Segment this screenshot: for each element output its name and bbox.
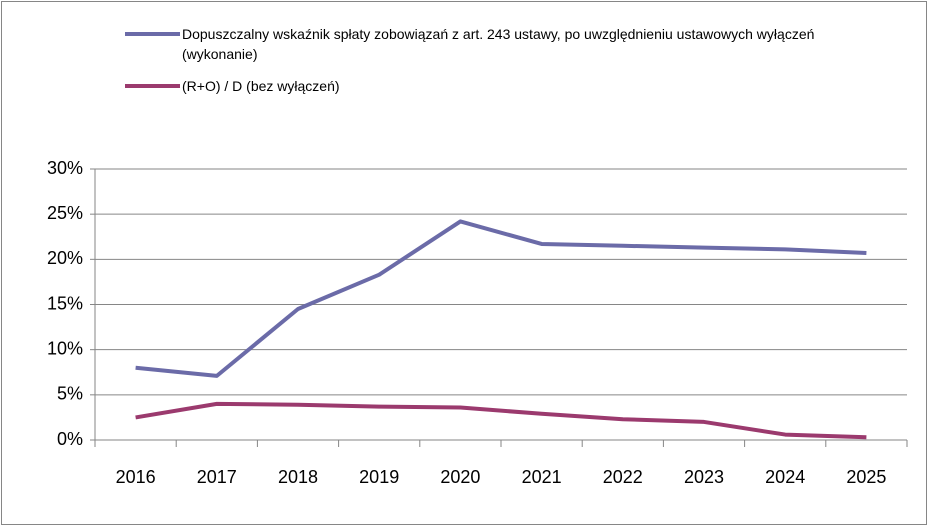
y-tick-label: 15% (47, 293, 83, 313)
x-tick-label: 2021 (522, 467, 562, 487)
x-tick-label: 2018 (278, 467, 318, 487)
y-tick-label: 20% (47, 248, 83, 268)
x-tick-label: 2025 (846, 467, 886, 487)
y-tick-label: 0% (57, 429, 83, 449)
x-tick-label: 2020 (440, 467, 480, 487)
x-tick-label: 2019 (359, 467, 399, 487)
y-tick-label: 10% (47, 338, 83, 358)
series-line (135, 219, 867, 378)
legend-label: (R+O) / D (bez wyłączeń) (182, 78, 340, 94)
x-tick-label: 2022 (603, 467, 643, 487)
series-line (135, 401, 867, 440)
x-tick-label: 2024 (765, 467, 805, 487)
y-tick-label: 30% (47, 158, 83, 178)
legend-label: Dopuszczalny wskaźnik spłaty zobowiązań … (182, 26, 815, 62)
x-tick-label: 2017 (197, 467, 237, 487)
x-tick-label: 2016 (116, 467, 156, 487)
y-tick-label: 25% (47, 203, 83, 223)
y-tick-label: 5% (57, 384, 83, 404)
x-tick-label: 2023 (684, 467, 724, 487)
